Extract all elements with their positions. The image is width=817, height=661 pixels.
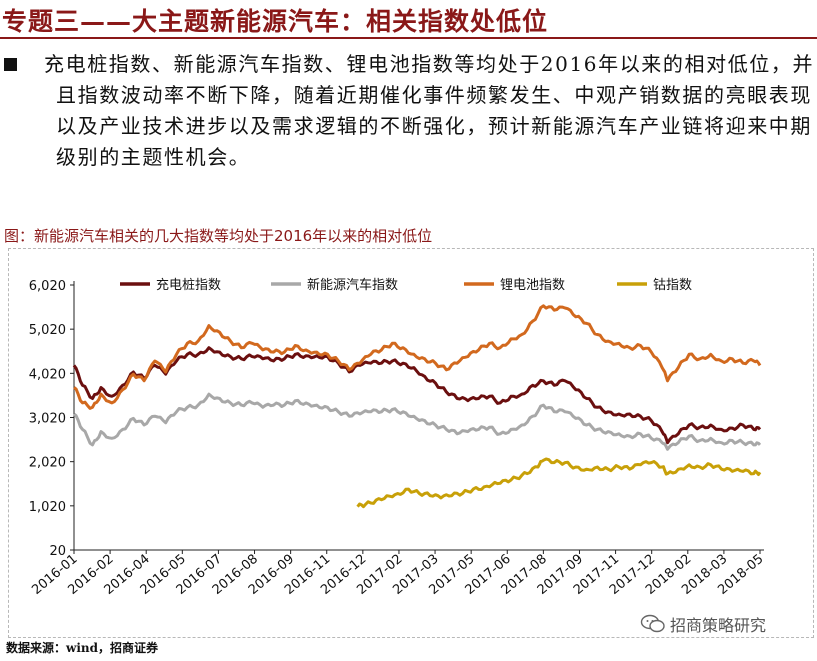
series-line-4 (356, 457, 762, 509)
series-line-1 (72, 346, 762, 445)
y-tick-label: 4,020 (29, 367, 66, 382)
bullet-square-icon (4, 58, 17, 71)
title-divider (0, 37, 817, 39)
data-source-note: 数据来源：wind，招商证券 (6, 641, 159, 655)
series-line-3 (73, 304, 762, 410)
chart-frame (8, 248, 814, 638)
y-tick-label: 5,020 (29, 323, 66, 338)
figure-caption: 图：新能源汽车相关的几大指数等均处于2016年以来的相对低位 (4, 227, 433, 245)
bullet-paragraph: 充电桩指数、新能源汽车指数、锂电池指数等均处于2016年以来的相对低位，并且指数… (44, 52, 815, 169)
y-tick-label: 6,020 (29, 279, 66, 294)
y-tick-label: 3,020 (29, 412, 66, 427)
line-chart: 6,0205,0204,0203,0202,0201,020202016-012… (29, 277, 767, 598)
legend-label-4: 钴指数 (653, 278, 692, 293)
y-tick-label: 1,020 (29, 500, 66, 515)
page-title: 专题三——大主题新能源汽车：相关指数处低位 (2, 7, 549, 36)
legend-label-2: 新能源汽车指数 (307, 277, 398, 293)
legend-label-3: 锂电池指数 (500, 278, 565, 293)
y-tick-label: 20 (49, 544, 66, 559)
legend-label-1: 充电桩指数 (156, 277, 221, 293)
y-tick-label: 2,020 (29, 456, 66, 471)
series-line-2 (73, 392, 762, 451)
watermark-label: 招商策略研究 (670, 616, 767, 635)
watermark: 招商策略研究 (640, 612, 766, 636)
wechat-icon (640, 614, 665, 633)
